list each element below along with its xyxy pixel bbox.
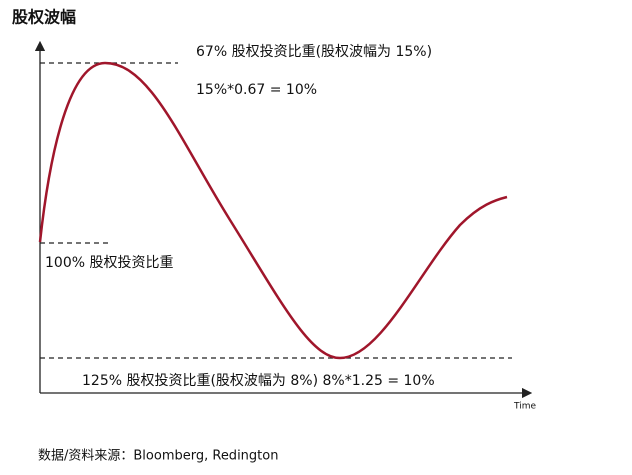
- bottom-label: 125% 股权投资比重(股权波幅为 8%) 8%*1.25 = 10%: [82, 373, 435, 389]
- mid-label: 100% 股权投资比重: [45, 255, 173, 271]
- top-formula: 15%*0.67 = 10%: [196, 82, 317, 98]
- x-axis-label: Time: [513, 402, 536, 412]
- top-label: 67% 股权投资比重(股权波幅为 15%): [196, 44, 432, 60]
- y-axis-label: 股权波幅: [12, 8, 76, 27]
- volatility-curve: [38, 61, 508, 360]
- source: 数据/资料来源：Bloomberg, Redington: [38, 449, 278, 464]
